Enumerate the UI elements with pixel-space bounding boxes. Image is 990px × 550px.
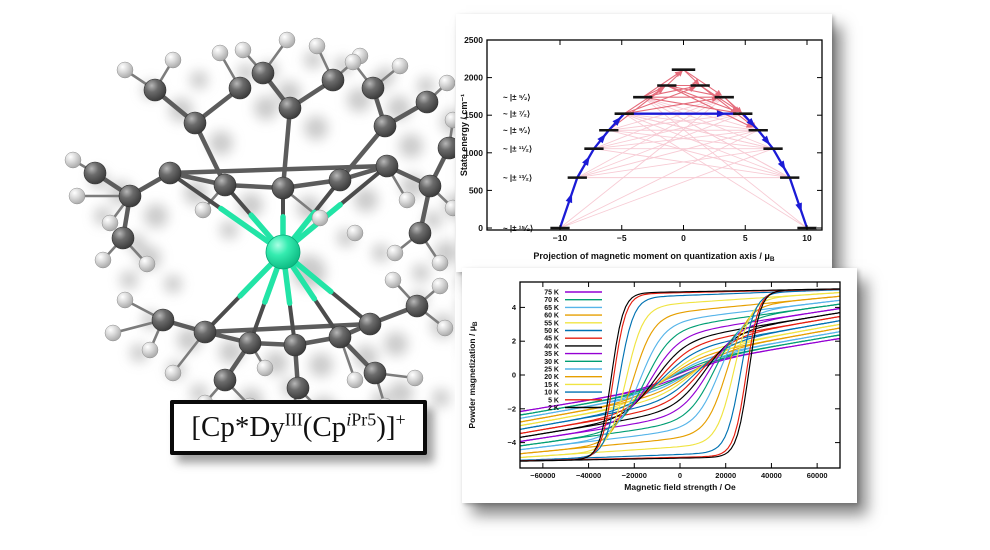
svg-text:10: 10 xyxy=(802,233,812,243)
y-axis-tick-labels: −4 −2 0 2 4 xyxy=(507,303,516,447)
svg-text:500: 500 xyxy=(469,185,483,195)
svg-text:4: 4 xyxy=(512,303,517,312)
svg-text:5 K: 5 K xyxy=(548,397,559,404)
svg-text:70 K: 70 K xyxy=(544,297,559,304)
svg-text:5: 5 xyxy=(743,233,748,243)
svg-text:2 K: 2 K xyxy=(548,405,559,412)
svg-text:30 K: 30 K xyxy=(544,359,559,366)
svg-text:0: 0 xyxy=(681,233,686,243)
barrier-x-axis-title: Projection of magnetic moment on quantiz… xyxy=(533,251,775,263)
hydrogen-atoms xyxy=(64,31,455,429)
svg-text:−4: −4 xyxy=(507,438,516,447)
svg-text:2500: 2500 xyxy=(464,35,483,45)
svg-text:−40000: −40000 xyxy=(576,471,601,480)
plot-frame xyxy=(486,39,823,231)
svg-text:1000: 1000 xyxy=(464,148,483,158)
svg-text:65 K: 65 K xyxy=(544,305,559,312)
y-axis-tick-labels: 0 500 1000 1500 2000 2500 xyxy=(464,35,483,233)
y-axis-ticks xyxy=(487,39,822,229)
dysprosium-atom xyxy=(265,234,301,270)
hysteresis-plot: Magnetic field strength / Oe Powder magn… xyxy=(467,281,841,492)
molecule-structure xyxy=(64,31,455,438)
plot-frame xyxy=(519,281,841,469)
barrier-diagram-card: Projection of magnetic moment on quantiz… xyxy=(456,14,832,272)
barrier-diagram-plot: Projection of magnetic moment on quantiz… xyxy=(459,35,823,263)
svg-text:35 K: 35 K xyxy=(544,351,559,358)
svg-text:45 K: 45 K xyxy=(544,336,559,343)
svg-text:40 K: 40 K xyxy=(544,343,559,350)
svg-text:20000: 20000 xyxy=(715,471,736,480)
svg-text:20 K: 20 K xyxy=(544,374,559,381)
hysteresis-card: Magnetic field strength / Oe Powder magn… xyxy=(462,268,857,503)
svg-text:~ |± ⁷⁄₂⟩: ~ |± ⁷⁄₂⟩ xyxy=(503,110,530,119)
svg-text:1500: 1500 xyxy=(464,110,483,120)
svg-text:10 K: 10 K xyxy=(544,390,559,397)
y-axis-ticks xyxy=(520,306,840,444)
x-axis-tick-labels: −60000 −40000 −20000 0 20000 40000 60000 xyxy=(530,471,827,480)
weak-transitions xyxy=(559,96,808,229)
svg-text:~ |± ⁵⁄₂⟩: ~ |± ⁵⁄₂⟩ xyxy=(503,93,531,102)
carbon-atoms xyxy=(83,61,455,400)
svg-text:55 K: 55 K xyxy=(544,320,559,327)
state-labels: ~ |± ⁵⁄₂⟩ ~ |± ⁷⁄₂⟩ ~ |± ⁹⁄₂⟩ ~ |± ¹¹⁄₂⟩ ~ |… xyxy=(503,93,533,233)
svg-text:−60000: −60000 xyxy=(530,471,555,480)
svg-text:~ |± ¹³⁄₂⟩: ~ |± ¹³⁄₂⟩ xyxy=(503,174,532,183)
svg-text:−5: −5 xyxy=(617,233,627,243)
hysteresis-x-axis-title: Magnetic field strength / Oe xyxy=(624,482,736,492)
hysteresis-curves xyxy=(519,288,841,462)
svg-text:25 K: 25 K xyxy=(544,367,559,374)
svg-text:60 K: 60 K xyxy=(544,313,559,320)
relaxation-pathway xyxy=(558,110,809,229)
svg-text:0: 0 xyxy=(678,471,682,480)
svg-text:−10: −10 xyxy=(553,233,568,243)
svg-text:2: 2 xyxy=(512,337,516,346)
svg-text:15 K: 15 K xyxy=(544,382,559,389)
svg-text:60000: 60000 xyxy=(807,471,828,480)
svg-text:~ |± ¹¹⁄₂⟩: ~ |± ¹¹⁄₂⟩ xyxy=(503,145,532,154)
svg-text:75 K: 75 K xyxy=(544,290,559,297)
svg-text:−2: −2 xyxy=(507,404,516,413)
svg-text:2000: 2000 xyxy=(464,73,483,83)
x-axis-tick-labels: −10 −5 0 5 10 xyxy=(553,233,812,243)
x-axis-ticks xyxy=(559,40,808,230)
formula-label-box: [Cp*DyIII(CpiPr5)]+ xyxy=(170,400,427,455)
svg-text:0: 0 xyxy=(478,223,483,233)
barrier-y-axis-title: State energy / cm⁻¹ xyxy=(459,94,469,176)
formula-text: [Cp*DyIII(CpiPr5)]+ xyxy=(191,409,406,443)
svg-text:~ |± ⁹⁄₂⟩: ~ |± ⁹⁄₂⟩ xyxy=(503,126,531,135)
svg-text:40000: 40000 xyxy=(761,471,782,480)
svg-text:~ |± ¹⁵⁄₂⟩: ~ |± ¹⁵⁄₂⟩ xyxy=(503,224,533,233)
svg-text:0: 0 xyxy=(512,371,516,380)
svg-text:50 K: 50 K xyxy=(544,328,559,335)
svg-text:−20000: −20000 xyxy=(622,471,647,480)
hysteresis-y-axis-title: Powder magnetization / μB xyxy=(467,321,479,429)
temperature-legend: 75 K70 K65 K60 K55 K50 K45 K40 K35 K30 K… xyxy=(544,290,602,412)
x-axis-ticks xyxy=(542,282,818,468)
